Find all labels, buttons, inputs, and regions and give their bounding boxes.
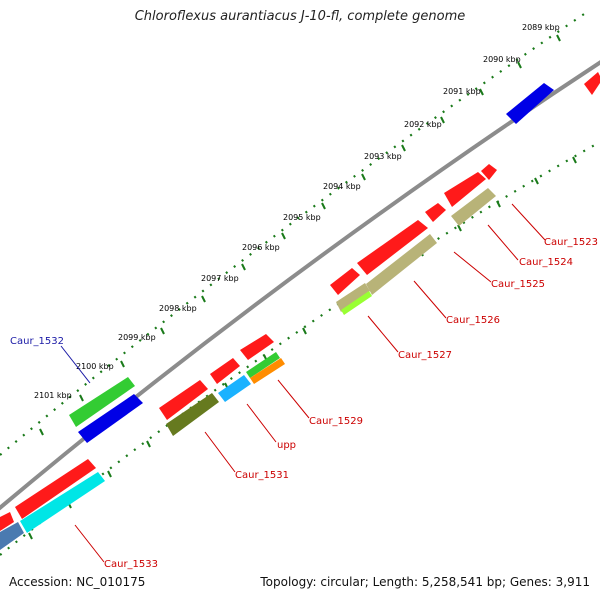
gene-block bbox=[341, 291, 372, 315]
accession-text: Accession: NC_010175 bbox=[9, 575, 146, 589]
scale-tick bbox=[572, 156, 577, 164]
tick-label: 2089 kbp bbox=[522, 23, 560, 32]
gene-label-caur-1532: Caur_1532 bbox=[10, 336, 64, 347]
gene-block bbox=[357, 220, 428, 275]
label-leaders bbox=[60, 203, 546, 563]
leader-line bbox=[487, 224, 519, 261]
gene-block bbox=[506, 83, 554, 124]
gene-block bbox=[20, 472, 105, 533]
scale-ring-outer bbox=[0, 9, 591, 456]
gene-block bbox=[69, 377, 135, 427]
leader-line bbox=[453, 251, 492, 283]
leader-line bbox=[74, 524, 105, 563]
scale-tick bbox=[496, 200, 501, 208]
scale-tick bbox=[361, 173, 366, 181]
gene-block bbox=[246, 352, 280, 378]
scale-tick bbox=[28, 532, 33, 540]
scale-tick bbox=[457, 224, 462, 232]
scale-tick bbox=[160, 327, 165, 335]
gene-label-caur-1524: Caur_1524 bbox=[519, 257, 573, 268]
scale-tick bbox=[146, 440, 151, 448]
scale-tick bbox=[534, 177, 539, 185]
reverse-strand-genes bbox=[0, 188, 496, 550]
leader-line bbox=[204, 431, 236, 473]
tick-label: 2097 kbp bbox=[201, 274, 239, 283]
gene-block bbox=[584, 72, 600, 95]
tick-label: 2098 kbp bbox=[159, 304, 197, 313]
gene-label-caur-1525: Caur_1525 bbox=[491, 279, 545, 290]
map-title: Chloroflexus aurantiacus J-10-fl, comple… bbox=[134, 9, 466, 24]
gene-block bbox=[0, 522, 24, 550]
gene-label-caur-1523: Caur_1523 bbox=[544, 237, 598, 248]
tick-label: 2095 kbp bbox=[283, 213, 321, 222]
tick-label: 2094 kbp bbox=[323, 182, 361, 191]
scale-tick bbox=[321, 202, 326, 210]
gene-block bbox=[240, 334, 274, 360]
scale-tick bbox=[517, 61, 522, 69]
tick-label: 2100 kbp bbox=[76, 362, 114, 371]
gene-label-upp: upp bbox=[277, 440, 296, 451]
scale-tick bbox=[107, 470, 112, 478]
gene-block bbox=[330, 268, 360, 295]
tick-label: 2099 kbp bbox=[118, 333, 156, 342]
gene-block bbox=[159, 380, 208, 420]
scale-tick bbox=[302, 327, 307, 335]
scale-ring-inner bbox=[0, 141, 600, 556]
gene-block bbox=[0, 512, 14, 531]
scale-tick bbox=[440, 116, 445, 124]
gene-labels: Caur_1523 Caur_1524 Caur_1525 Caur_1526 … bbox=[10, 237, 598, 570]
scale-ring-inner-dots bbox=[0, 141, 600, 556]
scale-tick bbox=[39, 428, 44, 436]
gene-label-caur-1529: Caur_1529 bbox=[309, 416, 363, 427]
scale-tick bbox=[281, 232, 286, 240]
leader-line bbox=[246, 403, 277, 443]
gene-block bbox=[451, 188, 496, 226]
tick-label: 2096 kbp bbox=[242, 243, 280, 252]
scale-tick bbox=[201, 295, 206, 303]
tick-label: 2093 kbp bbox=[364, 152, 402, 161]
leader-line bbox=[367, 315, 399, 353]
scale-tick bbox=[479, 88, 484, 96]
leader-line bbox=[60, 345, 91, 384]
scale-tick bbox=[556, 34, 561, 42]
gene-block bbox=[366, 234, 437, 295]
leader-line bbox=[511, 203, 546, 241]
gene-label-caur-1527: Caur_1527 bbox=[398, 350, 452, 361]
gene-block bbox=[425, 203, 446, 222]
genome-summary-text: Topology: circular; Length: 5,258,541 bp… bbox=[260, 575, 590, 589]
scale-ring-outer-dots bbox=[0, 9, 591, 456]
gene-label-caur-1533: Caur_1533 bbox=[104, 559, 158, 570]
gene-block bbox=[336, 283, 370, 312]
gene-block bbox=[78, 394, 143, 443]
gene-block bbox=[210, 358, 240, 384]
scale-labels: 2089 kbp 2090 kbp 2091 kbp 2092 kbp 2093… bbox=[34, 23, 560, 400]
gene-block bbox=[250, 358, 285, 384]
tick-label: 2101 kbp bbox=[34, 391, 72, 400]
gene-block bbox=[444, 172, 486, 207]
scale-tick bbox=[79, 394, 84, 402]
tick-label: 2090 kbp bbox=[483, 55, 521, 64]
tick-label: 2091 kbp bbox=[443, 87, 481, 96]
gene-block bbox=[481, 164, 497, 180]
leader-line bbox=[277, 379, 310, 419]
gene-block bbox=[15, 459, 96, 519]
gene-label-caur-1526: Caur_1526 bbox=[446, 315, 500, 326]
gene-block bbox=[166, 393, 219, 436]
scale-tick bbox=[241, 263, 246, 271]
gene-block bbox=[218, 375, 251, 402]
tick-label: 2092 kbp bbox=[404, 120, 442, 129]
scale-tick bbox=[120, 360, 125, 368]
gene-label-caur-1531: Caur_1531 bbox=[235, 470, 289, 481]
leader-line bbox=[413, 280, 447, 319]
forward-strand-genes bbox=[0, 72, 600, 531]
scale-tick bbox=[401, 144, 406, 152]
